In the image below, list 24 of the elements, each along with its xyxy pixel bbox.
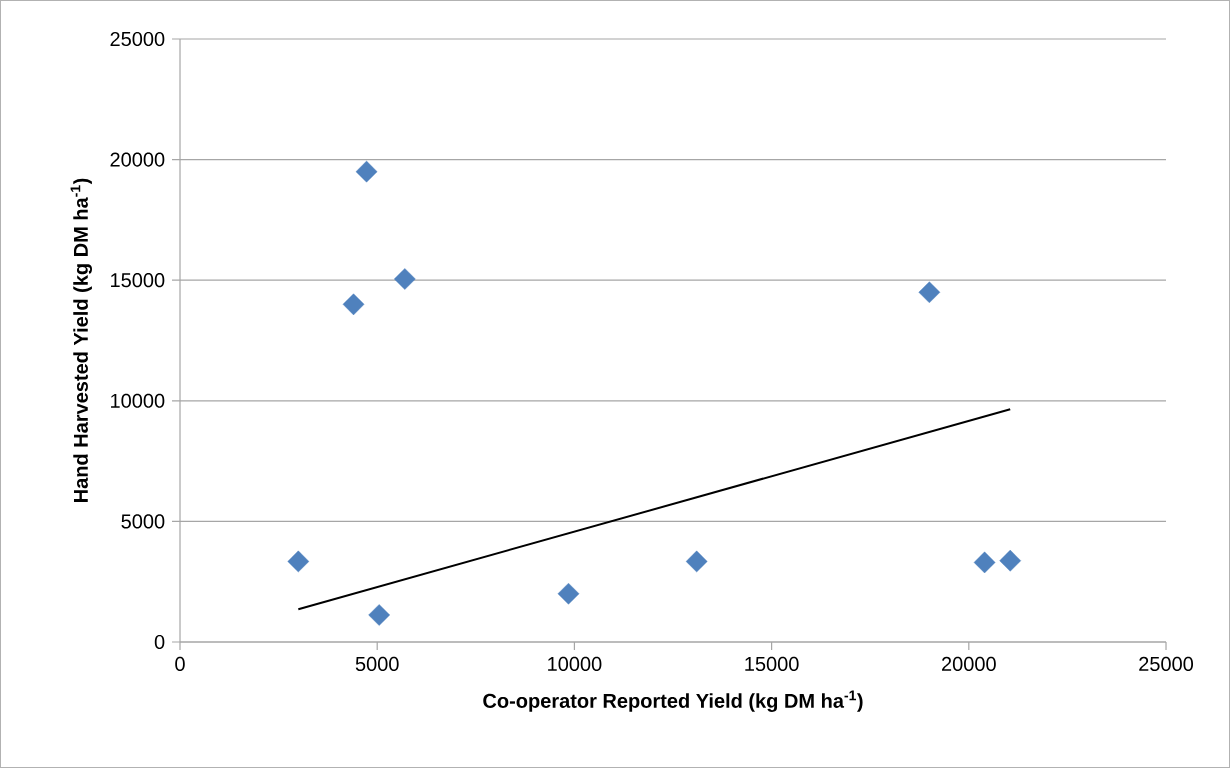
point [918, 281, 941, 304]
x-axis-title: Co-operator Reported Yield (kg DM ha$^{-1}$) [483, 690, 863, 712]
x-tick-label: 25000 [1139, 656, 1194, 672]
y-tick-label: 25000 [110, 31, 165, 47]
x-tick-label: 15000 [745, 656, 799, 672]
point [685, 550, 708, 573]
y-tick-label: 0 [154, 634, 165, 650]
point [368, 604, 390, 626]
y-axis-title: Hand Harvested Yield (kg DM ha$^{-1}$) [70, 178, 92, 502]
x-tick-label: 20000 [942, 656, 996, 672]
y-tick-label: 15000 [111, 273, 165, 288]
point [394, 268, 416, 290]
point [355, 160, 378, 183]
x-tick-label: 10000 [548, 656, 602, 672]
y-tick-label: 20000 [110, 152, 165, 167]
y-tick-label: 5000 [121, 514, 165, 529]
x-tick-label: 0 [175, 656, 185, 672]
point [342, 293, 365, 316]
x-tick-label: 5000 [355, 656, 399, 672]
point [287, 550, 310, 573]
point [557, 582, 580, 605]
y-tick-label: 10000 [111, 393, 165, 408]
point [973, 551, 996, 574]
point [999, 549, 1022, 572]
